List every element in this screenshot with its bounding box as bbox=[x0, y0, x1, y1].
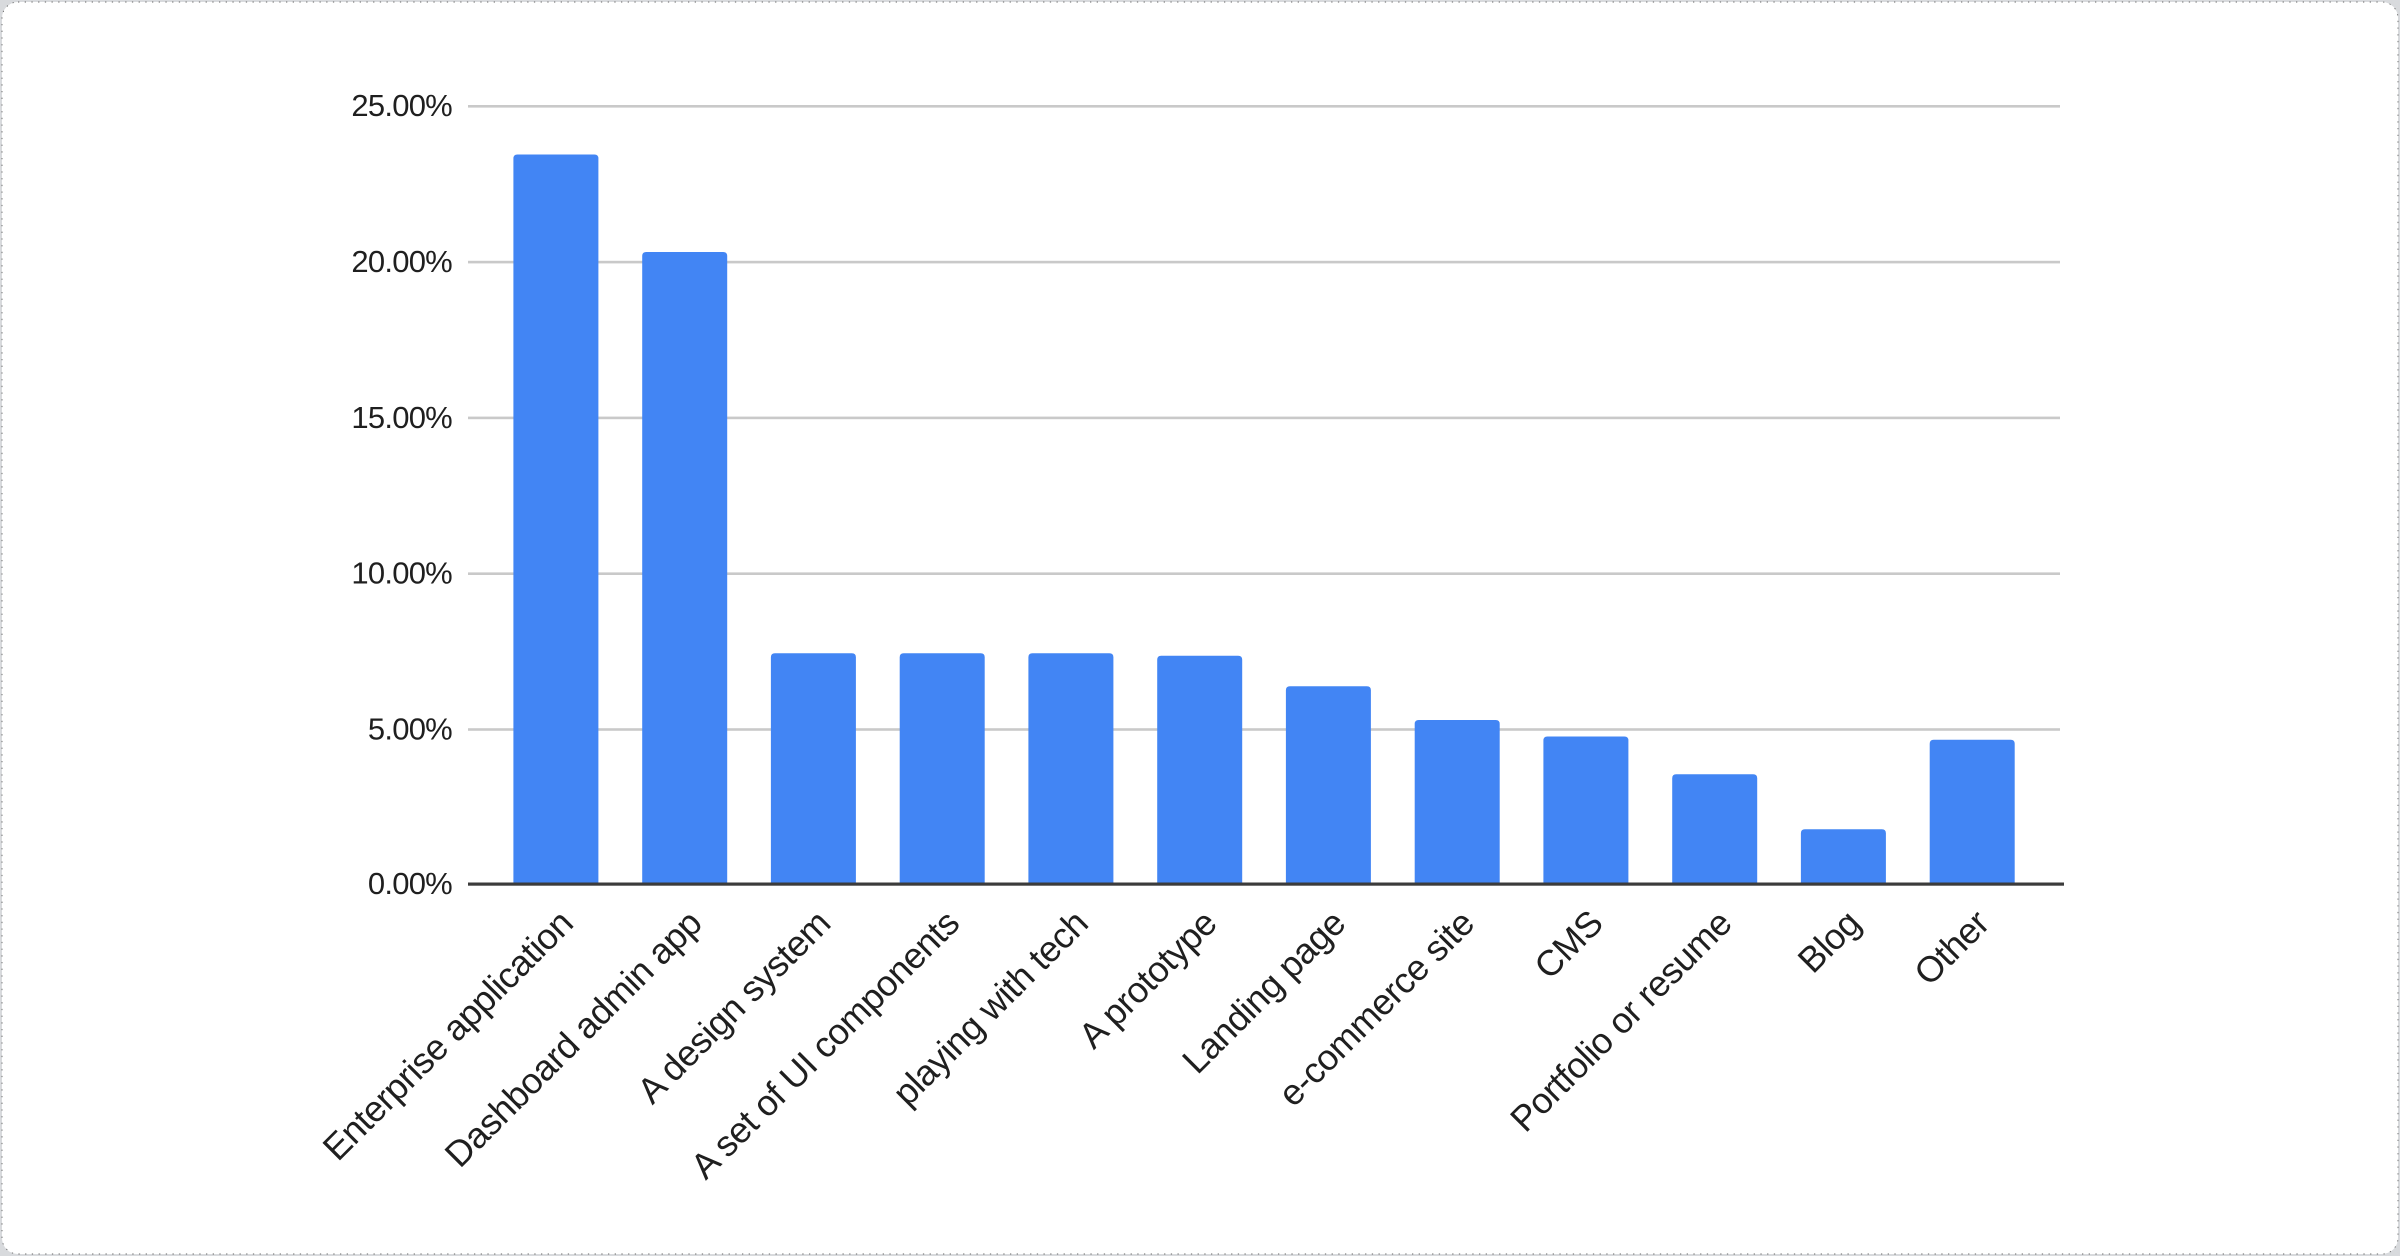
svg-text:10.00%: 10.00% bbox=[351, 556, 452, 591]
svg-text:25.00%: 25.00% bbox=[351, 88, 452, 123]
svg-text:15.00%: 15.00% bbox=[351, 400, 452, 435]
svg-text:20.00%: 20.00% bbox=[351, 244, 452, 279]
svg-text:0.00%: 0.00% bbox=[368, 866, 452, 901]
svg-text:5.00%: 5.00% bbox=[368, 712, 452, 747]
